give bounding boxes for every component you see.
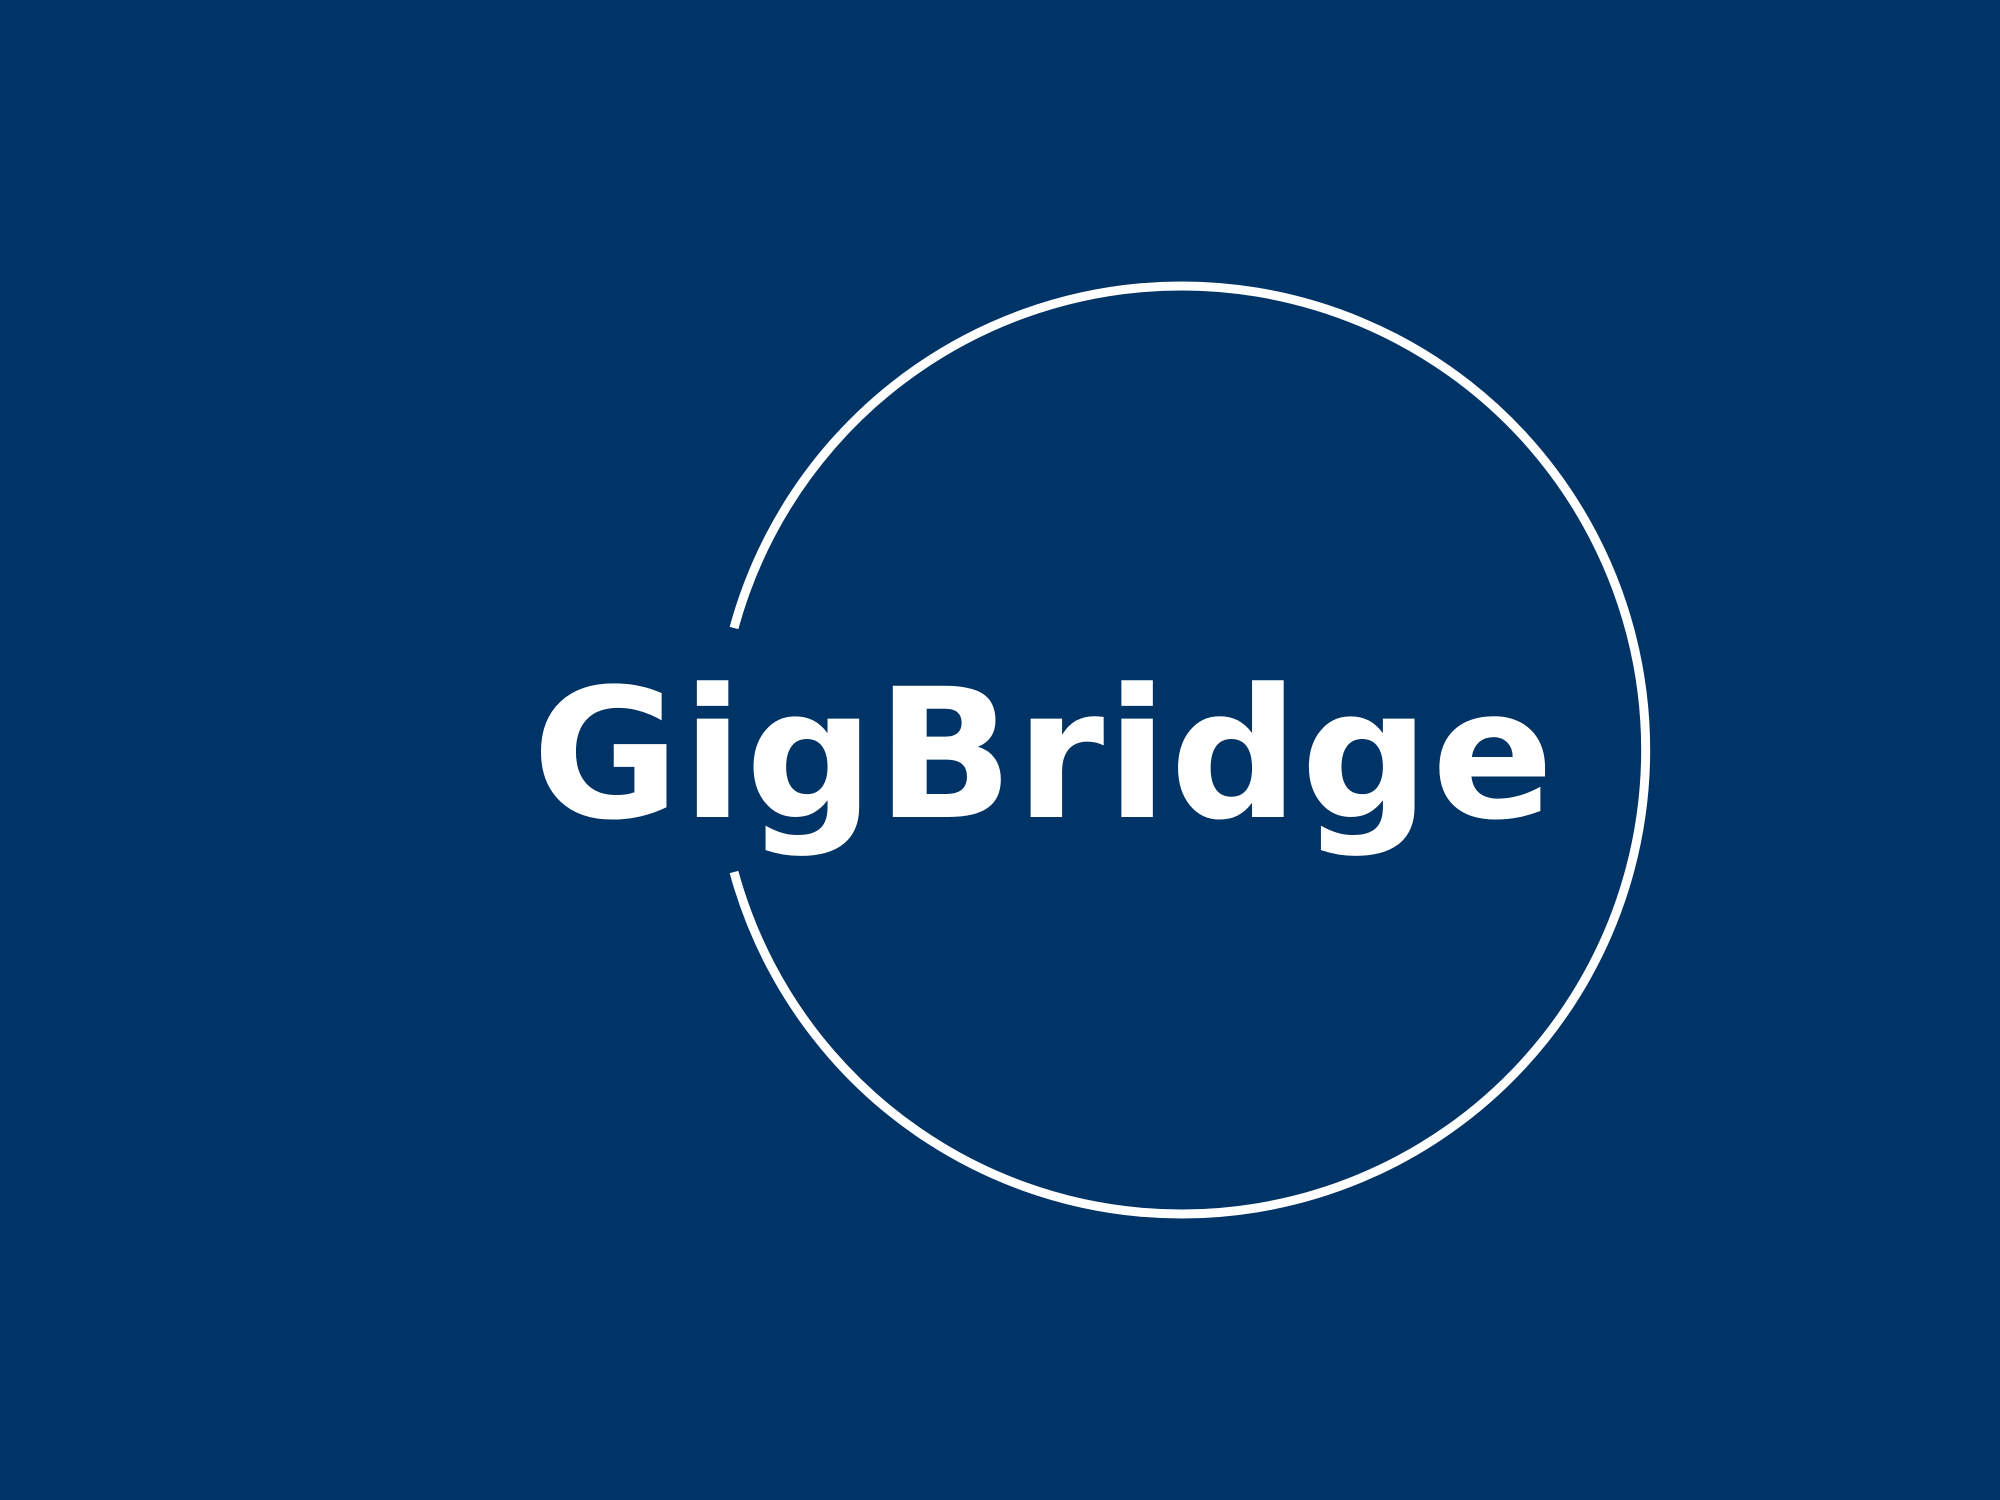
ring-arc — [729, 281, 1651, 1219]
brand-wordmark: GigBridge — [532, 651, 1556, 860]
